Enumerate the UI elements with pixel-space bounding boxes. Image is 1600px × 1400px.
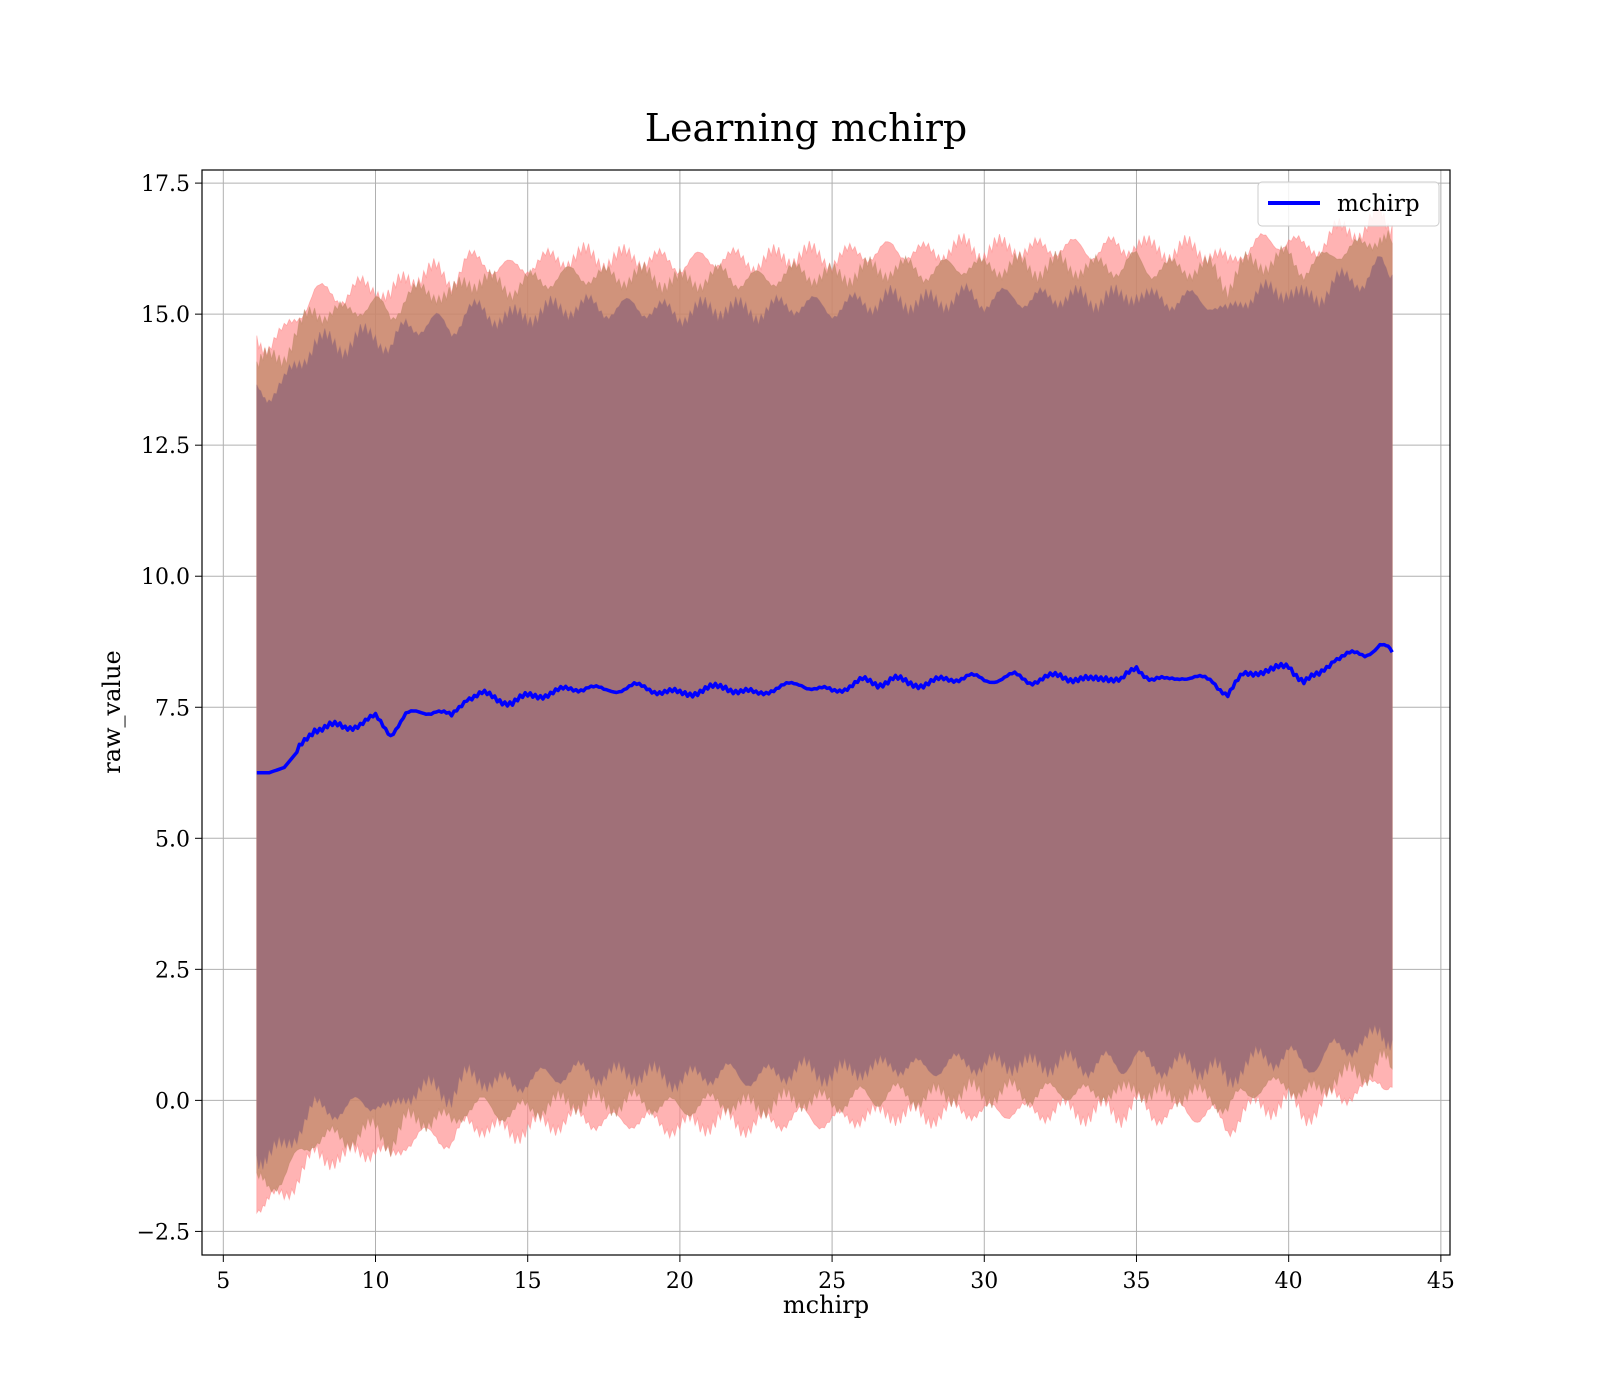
x-tick-label-5: 30 [970,1269,998,1294]
y-tick-label-7: 15.0 [141,303,190,328]
y-axis-ticks: −2.5 0.0 2.5 5.0 7.5 10.0 12.5 15.0 17.5 [137,172,202,1245]
legend-label-mchirp: mchirp [1337,191,1420,217]
x-tick-label-2: 15 [514,1269,542,1294]
x-tick-label-0: 5 [216,1269,230,1294]
legend-box [1257,181,1440,227]
y-tick-label-2: 2.5 [155,958,190,983]
x-axis-ticks: 5 10 15 20 25 30 35 40 45 [216,1255,1455,1294]
chart-title: Learning mchirp [645,106,967,150]
y-tick-label-5: 10.0 [141,565,190,590]
x-tick-label-1: 10 [362,1269,390,1294]
x-tick-label-3: 20 [666,1269,694,1294]
y-axis-label: raw_value [98,650,126,774]
x-axis-label: mchirp [783,1291,869,1319]
y-tick-label-6: 12.5 [141,434,190,459]
series-line-mchirp [256,642,1394,775]
y-tick-label-3: 5.0 [155,827,190,852]
x-tick-label-6: 35 [1122,1269,1150,1294]
legend: mchirp [1257,181,1440,227]
uncertainty-bands [256,202,1393,1215]
x-tick-label-8: 45 [1427,1269,1455,1294]
y-tick-label-1: 0.0 [155,1089,190,1114]
y-tick-label-8: 17.5 [141,172,190,197]
plot-frame [201,169,1451,1256]
band-inner [256,256,1393,1170]
y-tick-label-4: 7.5 [155,696,190,721]
x-tick-label-4: 25 [818,1269,846,1294]
x-tick-label-7: 40 [1275,1269,1303,1294]
y-tick-label-0: −2.5 [137,1220,190,1245]
series-layer [256,642,1394,775]
